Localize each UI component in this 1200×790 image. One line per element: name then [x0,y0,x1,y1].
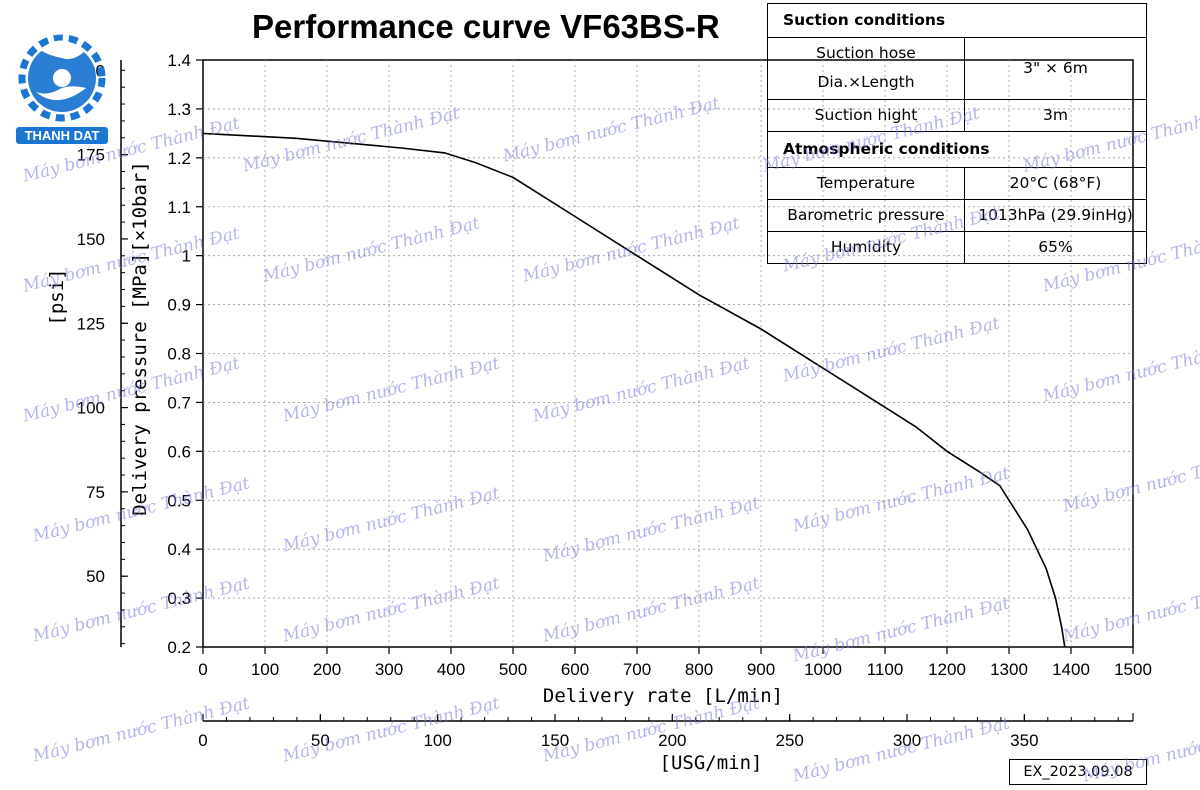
conditions-row-humidity: Humidity 65% [768,231,1146,263]
y-tick-label: 1 [182,247,191,266]
suction-hight-value: 3m [1043,105,1068,124]
usg-tick-label: 350 [1010,731,1038,750]
temperature-label: Temperature [768,167,965,199]
usg-tick-label: 250 [775,731,803,750]
x-tick-label: 600 [561,660,589,679]
x-tick-label: 1100 [867,660,904,679]
y-tick-label: 0.3 [167,589,191,608]
y-tick-label: 0.5 [167,491,191,510]
x-axis-usg: 0 50 100 150 200 250 300 350 [198,713,1134,750]
temperature-value: 20°C (68°F) [1009,173,1102,192]
y-tick-label: 1.3 [167,100,191,119]
psi-axis-title: [psi] [46,268,68,325]
suction-hight-label: Suction hight [768,99,965,131]
x-tick-label: 1300 [990,660,1028,679]
suction-hose-sublabel: Dia.×Length [817,73,915,91]
y-axis-psi: 50 75 100 125 150 175 [77,60,128,647]
psi-tick-label: 175 [77,146,105,165]
thanh-dat-logo [18,34,106,122]
y-tick-label: 1.1 [167,198,191,217]
x-tick-label: 500 [499,660,527,679]
psi-tick-label: 50 [86,567,105,586]
conditions-row-temperature: Temperature 20°C (68°F) [768,167,1146,199]
atmospheric-conditions-header: Atmospheric conditions [783,140,990,158]
x-tick-label: 1500 [1114,660,1152,679]
y-axis-title: Delivery pressure [MPa][×10bar] [129,161,151,516]
x-tick-label: 800 [685,660,713,679]
psi-tick-label: 150 [77,230,105,249]
x-axis-lmin: 0 100 200 300 400 500 600 700 800 900 1000 1100 1200… [198,647,1152,679]
x-tick-label: 400 [437,660,465,679]
x-tick-label: 0 [198,660,207,679]
psi-tick-label: 100 [77,399,105,418]
suction-hose-value: 3" × 6m [1023,58,1088,77]
humidity-label: Humidity [768,231,965,263]
y-tick-label: 1.2 [167,149,191,168]
y-tick-label: 0.6 [167,442,191,461]
y-tick-label: 0.4 [167,540,191,559]
barometric-pressure-value: 1013hPa (29.9inHg) [978,205,1133,224]
chart-title: Performance curve VF63BS-R [252,8,720,45]
usg-tick-label: 50 [311,731,330,750]
x-axis-title: Delivery rate [L/min] [543,685,783,707]
conditions-table: Suction conditions Suction hose Dia.×Len… [767,3,1147,264]
y-tick-label: 0.2 [167,638,191,657]
x-tick-label: 1200 [928,660,966,679]
conditions-row-barometric-pressure: Barometric pressure 1013hPa (29.9inHg) [768,199,1146,231]
logo-text: THANH DAT [16,127,108,144]
usg-tick-label: 100 [423,731,451,750]
psi-tick-label: 75 [86,483,105,502]
humidity-value: 65% [1038,237,1073,256]
conditions-row-suction-hose: Suction hose Dia.×Length 3" × 6m [768,37,1146,99]
y-tick-label: 0.9 [167,296,191,315]
suction-hose-label: Suction hose [816,44,916,62]
x-tick-label: 1400 [1052,660,1090,679]
y-tick-label: 0.7 [167,393,191,412]
psi-tick-label: 125 [77,314,105,333]
usg-axis-title: [USG/min] [660,752,763,774]
performance-curve-line [202,132,1066,648]
conditions-row-suction-hight: Suction hight 3m [768,99,1146,131]
x-tick-label: 1000 [804,660,842,679]
y-tick-label: 0.8 [167,345,191,364]
x-tick-label: 700 [623,660,651,679]
y-tick-label: 1.4 [167,51,191,70]
usg-tick-label: 300 [893,731,921,750]
x-tick-label: 300 [375,660,403,679]
edition-label: EX_2023.09.08 [1009,759,1147,785]
suction-conditions-header: Suction conditions [783,11,946,29]
usg-tick-label: 150 [541,731,569,750]
usg-tick-label: 200 [658,731,686,750]
x-tick-label: 900 [747,660,775,679]
barometric-pressure-label: Barometric pressure [768,199,965,231]
y-axis-mpa: 0.2 0.3 0.4 0.5 0.6 0.7 0.8 0.9 1 1.1 1.2 1.3 1.4 [167,51,203,657]
x-tick-label: 100 [251,660,279,679]
grid-lines [203,60,1133,647]
x-tick-label: 200 [313,660,341,679]
usg-tick-label: 0 [198,731,207,750]
